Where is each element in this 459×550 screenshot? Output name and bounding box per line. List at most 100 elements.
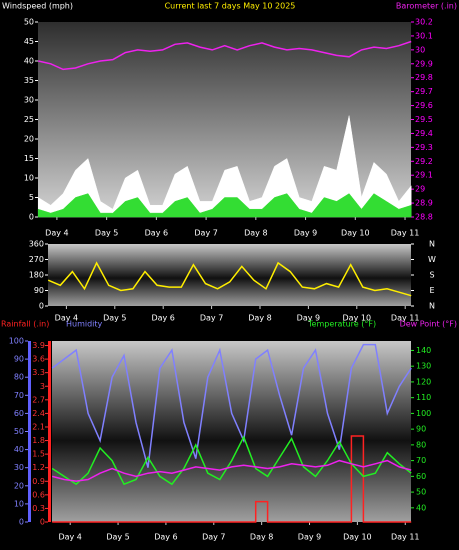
series-line	[47, 261, 412, 297]
x-tick-label: Day 5	[106, 533, 129, 542]
x-tick-label: Day 10	[343, 533, 372, 542]
y-tick-label: 30.2	[415, 18, 433, 27]
series-label: Temperature (°F)	[307, 320, 376, 329]
y-tick-label: 110	[416, 393, 431, 402]
x-tick-label: Day 9	[297, 314, 320, 323]
x-tick-label: Day 8	[250, 533, 273, 542]
plot-background	[48, 244, 411, 306]
y-tick-label: 80	[14, 373, 24, 382]
y-tick-label: 3.9	[32, 341, 45, 350]
y-tick-label: 5	[29, 193, 34, 202]
series-line	[38, 40, 412, 71]
rain-axis-bar	[48, 341, 51, 522]
x-tick-label: Day 5	[103, 314, 126, 323]
x-tick-label: Day 8	[248, 314, 271, 323]
y-tick-label: S	[429, 271, 434, 280]
y-tick-label: 50	[14, 427, 24, 436]
y-tick-label: 130	[416, 362, 431, 371]
y-tick-label: 29	[415, 185, 425, 194]
y-tick-label: 30	[415, 45, 425, 54]
x-tick-label: Day 7	[202, 533, 225, 542]
y-tick-label: 1.8	[32, 436, 45, 445]
x-tick-label: Day 9	[298, 533, 321, 542]
series-label: Rainfall (.in)	[1, 320, 49, 329]
x-tick-label: Day 5	[95, 229, 118, 238]
y-tick-label: 29.8	[415, 73, 433, 82]
series-label: Windspeed (mph)	[2, 2, 73, 11]
y-tick-label: 10	[14, 499, 24, 508]
y-tick-label: 0	[29, 213, 34, 222]
y-tick-label: 90	[34, 286, 44, 295]
y-tick-label: 270	[29, 255, 44, 264]
y-tick-label: 29.7	[415, 87, 433, 96]
y-tick-label: 29.9	[415, 59, 433, 68]
x-tick-label: Day 11	[391, 229, 420, 238]
y-tick-label: 0.9	[32, 477, 45, 486]
x-tick-label: Day 4	[55, 314, 78, 323]
y-tick-label: 30	[14, 463, 24, 472]
y-tick-label: 10	[24, 174, 34, 183]
y-tick-label: W	[428, 255, 436, 264]
y-tick-label: 0.6	[32, 490, 45, 499]
y-tick-label: 140	[416, 346, 431, 355]
y-tick-label: 120	[416, 377, 431, 386]
y-tick-label: 29.3	[415, 143, 433, 152]
series-line	[51, 343, 412, 468]
x-tick-label: Day 10	[343, 314, 372, 323]
y-tick-label: 0	[39, 302, 44, 311]
y-tick-label: 29.2	[415, 157, 433, 166]
y-tick-label: 70	[14, 391, 24, 400]
x-tick-label: Day 11	[391, 533, 420, 542]
humidity-axis-bar	[28, 341, 31, 522]
y-tick-label: 50	[416, 488, 426, 497]
y-tick-label: 20	[14, 481, 24, 490]
y-tick-label: 2.4	[32, 409, 45, 418]
y-tick-label: 30.1	[415, 31, 433, 40]
y-tick-label: 3	[40, 382, 45, 391]
y-tick-label: 35	[24, 76, 34, 85]
y-tick-label: 0	[19, 518, 24, 527]
x-tick-label: Day 4	[58, 533, 81, 542]
y-tick-label: 0.3	[32, 504, 45, 513]
y-tick-label: 2.1	[32, 422, 45, 431]
y-tick-label: 60	[416, 472, 426, 481]
y-tick-label: 50	[24, 18, 34, 27]
x-tick-label: Day 8	[244, 229, 267, 238]
y-tick-label: 90	[416, 425, 426, 434]
y-tick-label: 100	[416, 409, 431, 418]
y-tick-label: 2.7	[32, 395, 45, 404]
y-tick-label: 1.5	[32, 450, 45, 459]
y-tick-label: 100	[9, 337, 24, 346]
y-tick-label: 40	[416, 503, 426, 512]
y-tick-label: 28.9	[415, 199, 433, 208]
series-area	[37, 193, 412, 218]
y-tick-label: 180	[29, 271, 44, 280]
y-tick-label: 70	[416, 456, 426, 465]
y-tick-label: 28.8	[415, 213, 433, 222]
y-tick-label: 45	[24, 37, 34, 46]
y-tick-label: 15	[24, 154, 34, 163]
y-tick-label: 29.5	[415, 115, 433, 124]
x-tick-label: Day 11	[391, 314, 420, 323]
x-tick-label: Day 4	[45, 229, 68, 238]
x-tick-label: Day 6	[145, 229, 168, 238]
x-tick-label: Day 10	[341, 229, 370, 238]
y-tick-label: 80	[416, 440, 426, 449]
y-tick-label: 40	[24, 57, 34, 66]
x-tick-label: Day 7	[194, 229, 217, 238]
series-line	[52, 459, 412, 482]
y-tick-label: 90	[14, 355, 24, 364]
y-tick-label: 0	[40, 518, 45, 527]
y-tick-label: 1.2	[32, 463, 45, 472]
x-tick-label: Day 6	[151, 314, 174, 323]
y-tick-label: 30	[24, 96, 34, 105]
y-tick-label: N	[429, 240, 435, 249]
y-tick-label: 29.6	[415, 101, 433, 110]
series-line	[52, 435, 412, 523]
y-tick-label: N	[429, 302, 435, 311]
y-tick-label: 360	[29, 240, 44, 249]
y-tick-label: 3.6	[32, 355, 45, 364]
series-area	[37, 115, 412, 218]
chart-title: Current last 7 days May 10 2025	[165, 2, 296, 11]
